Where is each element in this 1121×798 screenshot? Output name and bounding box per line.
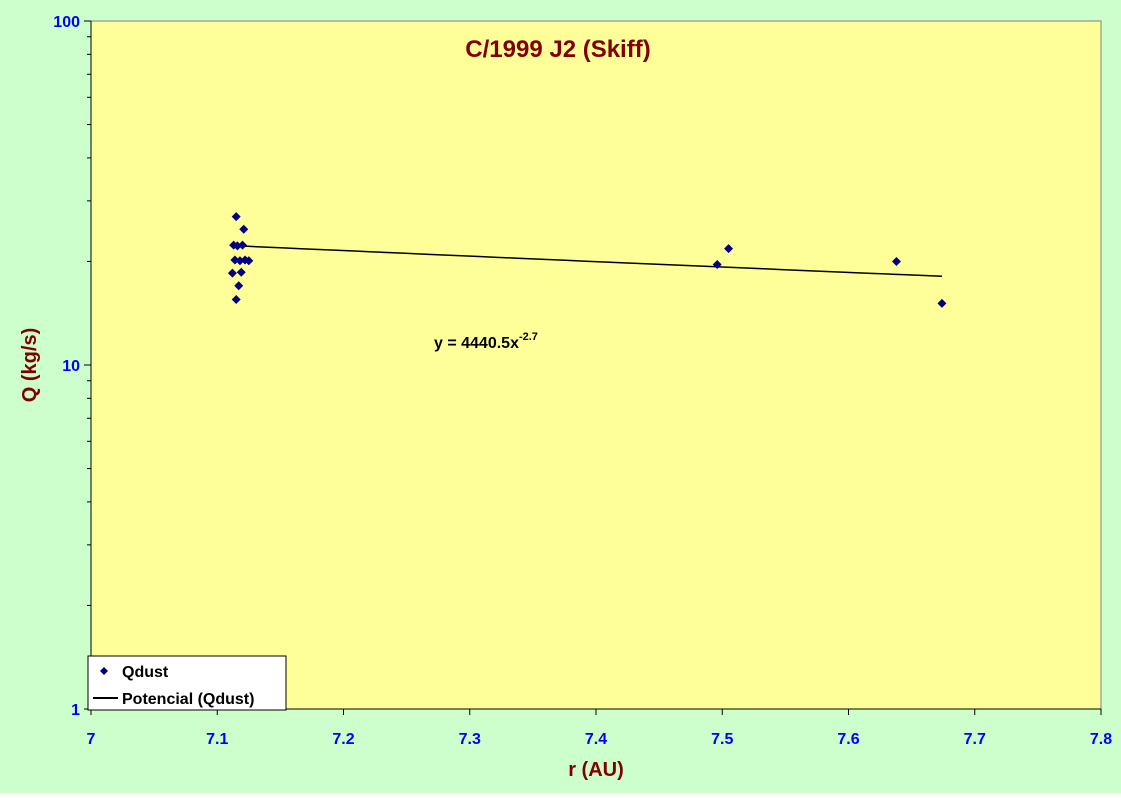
y-axis-label: Q (kg/s): [19, 328, 41, 402]
data-point: [891, 256, 901, 266]
data-point: [239, 224, 249, 234]
data-point: [244, 256, 254, 266]
legend-label-trendline: Potencial (Qdust): [122, 691, 254, 708]
trendline-equation: y = 4440.5x-2.7: [434, 331, 538, 352]
x-axis-ticks: 7 7.1 7.2 7.3 7.4 7.5 7.6 7.7 7.8: [87, 709, 1112, 748]
y-tick-label: 1: [71, 702, 80, 719]
x-tick-label: 7.8: [1090, 731, 1112, 748]
data-point: [231, 295, 241, 305]
data-point: [937, 298, 947, 308]
trendline: [229, 244, 942, 278]
x-tick-label: 7: [87, 731, 96, 748]
data-point: [236, 267, 246, 277]
x-axis-label: r (AU): [568, 759, 624, 781]
plot-area: [90, 20, 1102, 710]
y-tick-label: 10: [62, 358, 80, 375]
data-point: [238, 240, 247, 250]
trendline-group: [229, 244, 942, 278]
data-point: [712, 259, 722, 269]
data-points: [227, 212, 947, 308]
x-tick-label: 7.1: [206, 731, 228, 748]
legend: Qdust Potencial (Qdust): [87, 655, 287, 711]
chart-title: C/1999 J2 (Skiff): [465, 36, 650, 63]
equation-exponent: -2.7: [519, 331, 538, 343]
equation-base: y = 4440.5x: [434, 335, 519, 352]
legend-box: [87, 655, 287, 711]
data-point: [227, 268, 237, 278]
data-point: [724, 244, 734, 254]
y-tick-label: 100: [53, 14, 80, 31]
x-tick-label: 7.4: [585, 731, 607, 748]
y-axis-ticks: 1 10 100: [53, 14, 91, 719]
x-tick-label: 7.7: [964, 731, 986, 748]
legend-label-qdust: Qdust: [122, 664, 169, 681]
data-point: [231, 212, 241, 222]
x-tick-label: 7.3: [459, 731, 481, 748]
x-tick-label: 7.6: [837, 731, 859, 748]
data-point: [234, 281, 244, 291]
legend-diamond-icon: [100, 667, 108, 675]
x-tick-label: 7.2: [332, 731, 354, 748]
x-tick-label: 7.5: [711, 731, 733, 748]
